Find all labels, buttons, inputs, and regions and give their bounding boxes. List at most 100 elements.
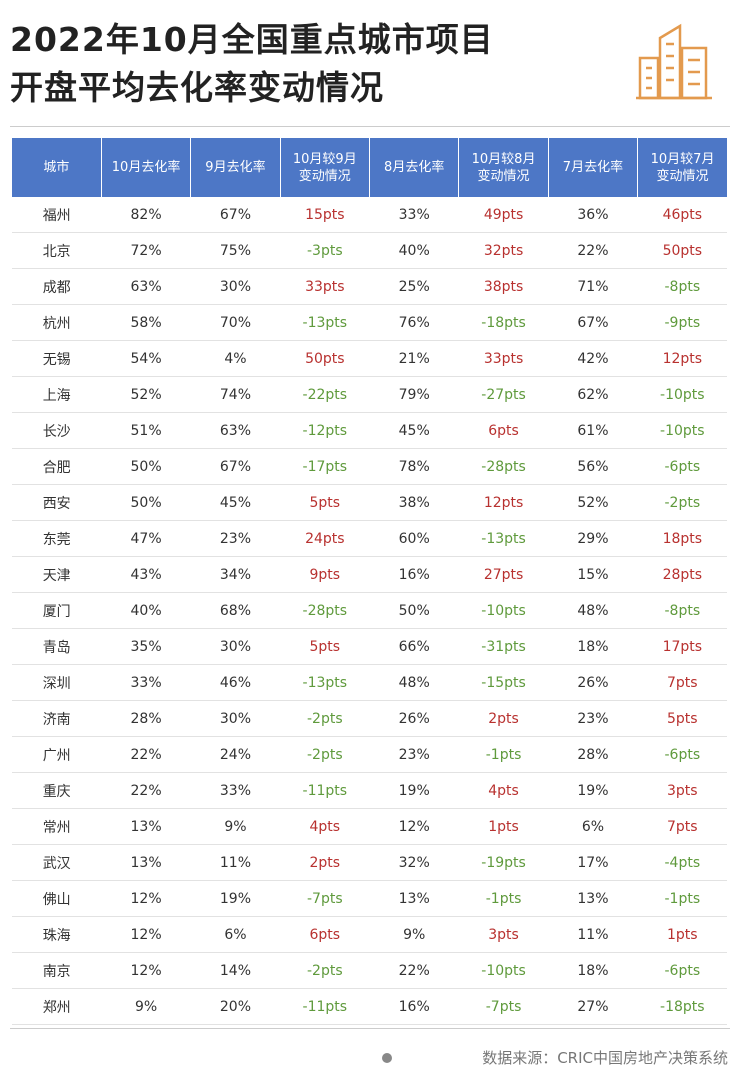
value-cell: 22% xyxy=(369,952,459,989)
value-cell: 6pts xyxy=(280,916,370,953)
value-cell: -4pts xyxy=(637,844,727,881)
title-line: 2022年10月全国重点城市项目 xyxy=(10,20,494,59)
row: 深圳 33% 46% -13pts 48% -15pts 26% 7pts xyxy=(12,664,727,701)
value-cell: 82% xyxy=(101,197,191,233)
value-cell: 79% xyxy=(369,376,459,413)
column-header: 7月去化率 xyxy=(547,138,638,197)
value-cell: -7pts xyxy=(280,880,370,917)
column-header: 10月较8月 变动情况 xyxy=(458,138,549,197)
row: 佛山 12% 19% -7pts 13% -1pts 13% -1pts xyxy=(12,880,727,917)
value-cell: 25% xyxy=(369,268,459,305)
column-header: 8月去化率 xyxy=(368,138,459,197)
value-cell: 28pts xyxy=(637,556,727,593)
value-cell: -18pts xyxy=(458,304,549,341)
row: 成都 63% 30% 33pts 25% 38pts 71% -8pts xyxy=(12,268,727,305)
value-cell: 60% xyxy=(369,520,459,557)
value-cell: 4% xyxy=(190,340,281,377)
value-cell: 6pts xyxy=(458,412,549,449)
value-cell: 11% xyxy=(190,844,281,881)
value-cell: 33% xyxy=(101,664,191,701)
value-cell: -9pts xyxy=(637,304,727,341)
city-cell: 天津 xyxy=(12,556,102,593)
row: 广州 22% 24% -2pts 23% -1pts 28% -6pts xyxy=(12,736,727,773)
row: 武汉 13% 11% 2pts 32% -19pts 17% -4pts xyxy=(12,844,727,881)
value-cell: -13pts xyxy=(280,304,370,341)
value-cell: 28% xyxy=(101,700,191,737)
value-cell: 35% xyxy=(101,628,191,665)
value-cell: 50% xyxy=(101,448,191,485)
value-cell: 56% xyxy=(548,448,638,485)
row: 珠海 12% 6% 6pts 9% 3pts 11% 1pts xyxy=(12,916,727,953)
value-cell: -2pts xyxy=(280,736,370,773)
column-header: 10月较7月 变动情况 xyxy=(637,138,727,197)
value-cell: 52% xyxy=(101,376,191,413)
value-cell: -10pts xyxy=(637,412,727,449)
city-cell: 无锡 xyxy=(12,340,102,377)
value-cell: -8pts xyxy=(637,592,727,629)
row: 济南 28% 30% -2pts 26% 2pts 23% 5pts xyxy=(12,700,727,737)
value-cell: -17pts xyxy=(280,448,370,485)
value-cell: 2pts xyxy=(458,700,549,737)
row: 无锡 54% 4% 50pts 21% 33pts 42% 12pts xyxy=(12,340,727,377)
source: 数据来源：CRIC中国房地产决策系统 xyxy=(482,1049,728,1067)
value-cell: 42% xyxy=(548,340,638,377)
city-cell: 成都 xyxy=(12,268,102,305)
value-cell: 5pts xyxy=(637,700,727,737)
row: 杭州 58% 70% -13pts 76% -18pts 67% -9pts xyxy=(12,304,727,341)
value-cell: 61% xyxy=(548,412,638,449)
value-cell: 26% xyxy=(548,664,638,701)
value-cell: 17pts xyxy=(637,628,727,665)
city-cell: 广州 xyxy=(12,736,102,773)
value-cell: 75% xyxy=(190,232,281,269)
value-cell: 13% xyxy=(101,844,191,881)
value-cell: 74% xyxy=(190,376,281,413)
value-cell: -13pts xyxy=(280,664,370,701)
city-cell: 珠海 xyxy=(12,916,102,953)
value-cell: 28% xyxy=(548,736,638,773)
value-cell: -22pts xyxy=(280,376,370,413)
value-cell: -13pts xyxy=(458,520,549,557)
value-cell: 18pts xyxy=(637,520,727,557)
value-cell: -10pts xyxy=(458,952,549,989)
value-cell: 22% xyxy=(101,736,191,773)
row: 西安 50% 45% 5pts 38% 12pts 52% -2pts xyxy=(12,484,727,521)
city-cell: 长沙 xyxy=(12,412,102,449)
value-cell: -31pts xyxy=(458,628,549,665)
building-icon xyxy=(636,23,712,100)
value-cell: 34% xyxy=(190,556,281,593)
value-cell: 15pts xyxy=(280,197,370,233)
value-cell: 18% xyxy=(548,628,638,665)
value-cell: 67% xyxy=(548,304,638,341)
divider xyxy=(10,1028,730,1029)
value-cell: 32% xyxy=(369,844,459,881)
row: 南京 12% 14% -2pts 22% -10pts 18% -6pts xyxy=(12,952,727,989)
value-cell: 7pts xyxy=(637,808,727,845)
title: 2022年10月全国重点城市项目 开盘平均去化率变动情况 xyxy=(10,16,494,112)
value-cell: 23% xyxy=(190,520,281,557)
value-cell: 43% xyxy=(101,556,191,593)
value-cell: 51% xyxy=(101,412,191,449)
value-cell: 48% xyxy=(369,664,459,701)
row: 重庆 22% 33% -11pts 19% 4pts 19% 3pts xyxy=(12,772,727,809)
value-cell: 45% xyxy=(369,412,459,449)
city-cell: 杭州 xyxy=(12,304,102,341)
row: 常州 13% 9% 4pts 12% 1pts 6% 7pts xyxy=(12,808,727,845)
value-cell: 1pts xyxy=(637,916,727,953)
column-header: 10月去化率 xyxy=(100,138,191,197)
value-cell: 33% xyxy=(190,772,281,809)
value-cell: 3pts xyxy=(458,916,549,953)
value-cell: 17% xyxy=(548,844,638,881)
value-cell: 63% xyxy=(101,268,191,305)
value-cell: 27pts xyxy=(458,556,549,593)
value-cell: 58% xyxy=(101,304,191,341)
value-cell: 49pts xyxy=(458,197,549,233)
city-cell: 重庆 xyxy=(12,772,102,809)
value-cell: 18% xyxy=(548,952,638,989)
value-cell: 24pts xyxy=(280,520,370,557)
value-cell: 9pts xyxy=(280,556,370,593)
city-cell: 青岛 xyxy=(12,628,102,665)
bullet xyxy=(382,1053,392,1063)
value-cell: -10pts xyxy=(637,376,727,413)
value-cell: -6pts xyxy=(637,952,727,989)
